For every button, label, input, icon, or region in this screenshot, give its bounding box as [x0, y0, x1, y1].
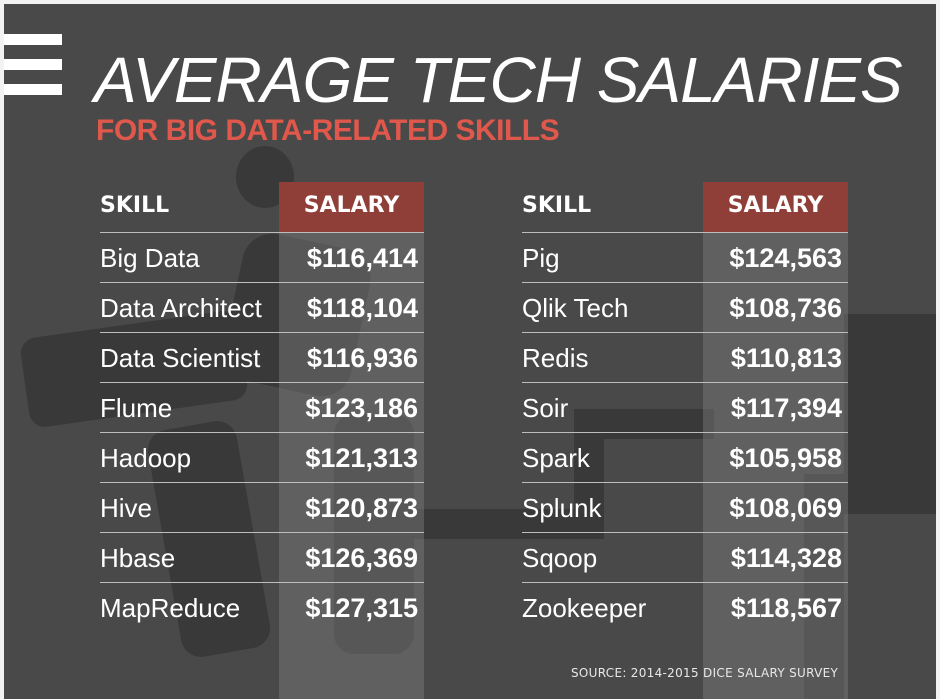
skill-cell: Splunk	[522, 493, 602, 523]
table-row: Hive $120,873	[100, 482, 424, 533]
skill-cell: Redis	[522, 343, 589, 373]
salary-cell: $124,563	[729, 243, 842, 273]
salary-cell: $105,958	[729, 443, 842, 473]
table-row: Flume $123,186	[100, 382, 424, 433]
salary-cell: $116,414	[306, 243, 418, 273]
table-row: Data Architect $118,104	[100, 282, 424, 333]
skill-cell: Data Scientist	[100, 343, 261, 373]
salary-table-left: SKILL SALARY Big Data $116,414 Data Archit…	[100, 182, 424, 699]
skill-cell: Pig	[522, 243, 560, 273]
source-note: SOURCE: 2014-2015 DICE SALARY SURVEY	[571, 666, 839, 680]
table-row: Big Data $116,414	[100, 232, 424, 283]
table-row: Qlik Tech $108,736	[522, 282, 848, 333]
salary-column-background	[279, 232, 424, 699]
skill-cell: Qlik Tech	[522, 293, 629, 323]
chart-title: AVERAGE TECH SALARIES	[94, 44, 903, 116]
salary-cell: $121,313	[305, 443, 418, 473]
column-header-salary: SALARY	[703, 182, 848, 232]
table-row: MapReduce $127,315	[100, 582, 424, 633]
salary-cell: $126,369	[305, 543, 418, 573]
salary-cell: $120,873	[305, 493, 418, 523]
skill-cell: Soir	[522, 393, 569, 423]
table-row: Data Scientist $116,936	[100, 332, 424, 383]
column-header-skill: SKILL	[100, 193, 170, 218]
table-row: Soir $117,394	[522, 382, 848, 433]
skill-cell: Sqoop	[522, 543, 598, 573]
salary-cell: $110,813	[730, 343, 842, 373]
table-row: Hbase $126,369	[100, 532, 424, 583]
decorative-bar	[4, 59, 62, 70]
skill-cell: Hive	[100, 493, 153, 523]
skill-cell: Hadoop	[100, 443, 192, 473]
skill-cell: Flume	[100, 393, 173, 423]
decorative-bar	[4, 34, 62, 45]
skill-cell: Zookeeper	[522, 593, 647, 623]
table-row: Zookeeper $118,567	[522, 582, 848, 633]
salary-cell: $123,186	[305, 393, 418, 423]
table-row: Splunk $108,069	[522, 482, 848, 533]
skill-cell: MapReduce	[100, 593, 241, 623]
decorative-bar	[4, 84, 62, 95]
skill-cell: Spark	[522, 443, 590, 473]
table-row: Redis $110,813	[522, 332, 848, 383]
table-row: Hadoop $121,313	[100, 432, 424, 483]
skill-cell: Big Data	[100, 243, 200, 273]
column-header-salary: SALARY	[279, 182, 424, 232]
salary-cell: $108,736	[729, 293, 842, 323]
decorative-bars	[4, 34, 64, 109]
salary-cell: $116,936	[306, 343, 418, 373]
salary-cell: $117,394	[730, 393, 842, 423]
salary-table-right: SKILL SALARY Pig $124,563 Qlik Tech $108,73…	[522, 182, 848, 699]
skill-cell: Hbase	[100, 543, 176, 573]
table-row: Spark $105,958	[522, 432, 848, 483]
chart-subtitle: FOR BIG DATA-RELATED SKILLS	[96, 114, 560, 147]
salary-column-background	[703, 232, 848, 699]
table-row: Sqoop $114,328	[522, 532, 848, 583]
skill-cell: Data Architect	[100, 293, 262, 323]
salary-cell: $118,567	[730, 593, 842, 623]
salary-cell: $114,328	[730, 543, 842, 573]
salary-cell: $108,069	[729, 493, 842, 523]
salary-cell: $118,104	[306, 293, 418, 323]
column-header-skill: SKILL	[522, 193, 592, 218]
salary-cell: $127,315	[305, 593, 418, 623]
infographic: AVERAGE TECH SALARIES FOR BIG DATA-RELAT…	[4, 4, 936, 699]
table-row: Pig $124,563	[522, 232, 848, 283]
